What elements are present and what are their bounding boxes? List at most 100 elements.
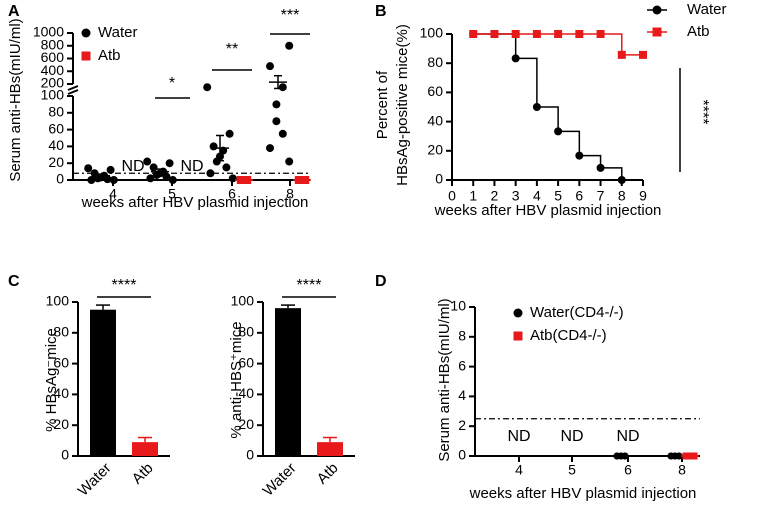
marker-circle xyxy=(554,127,563,136)
y-tick-label: 60 xyxy=(238,354,254,370)
marker-square xyxy=(469,30,478,38)
x-tick-label: 5 xyxy=(554,188,562,204)
y-tick-label: 60 xyxy=(48,120,64,136)
axis-break xyxy=(67,89,79,95)
marker-circle xyxy=(511,54,520,63)
marker-square xyxy=(554,30,563,38)
annotation: * xyxy=(169,75,175,92)
x-tick-label: 5 xyxy=(568,462,576,478)
legend-label: Water xyxy=(98,24,137,41)
marker-circle xyxy=(285,41,294,50)
y-tick-label: 0 xyxy=(56,171,64,187)
x-tick-label: 5 xyxy=(168,186,176,202)
y-tick-label: 60 xyxy=(53,354,69,370)
axis-break xyxy=(67,85,79,91)
annotation: ND xyxy=(121,158,144,175)
marker-circle xyxy=(206,169,215,178)
marker-circle xyxy=(203,83,212,92)
y-axis-label: Serum anti-HBs(mIU/ml) xyxy=(436,298,453,461)
step-line xyxy=(473,33,623,180)
x-tick-label: 8 xyxy=(678,462,686,478)
x-tick-label: 2 xyxy=(491,188,499,204)
marker-circle xyxy=(272,117,281,126)
bar xyxy=(132,442,158,456)
y-tick-label: 0 xyxy=(458,447,466,463)
y-tick-label: 40 xyxy=(238,385,254,401)
marker-square xyxy=(617,50,626,59)
y-tick-label: 0 xyxy=(61,447,69,463)
legend-marker xyxy=(81,28,91,38)
bar xyxy=(90,309,116,456)
marker-circle xyxy=(106,165,115,174)
annotation: **** xyxy=(297,277,322,294)
y-tick-label: 6 xyxy=(458,357,466,373)
annotation: ND xyxy=(616,428,639,445)
marker-circle xyxy=(266,62,274,71)
marker-square xyxy=(511,30,520,38)
annotation: ND xyxy=(507,428,530,445)
marker-circle xyxy=(617,176,626,184)
y-tick-label: 4 xyxy=(458,387,466,403)
x-axis-label: weeks after HBV plasmid injection xyxy=(434,202,662,219)
panel-label: D xyxy=(375,273,387,290)
annotation: ** xyxy=(226,41,238,58)
y-tick-label: 600 xyxy=(41,49,65,65)
y-tick-label: 40 xyxy=(427,112,443,128)
marker-square xyxy=(596,30,605,38)
x-tick-label: Water xyxy=(260,460,300,500)
marker-circle xyxy=(272,100,281,109)
x-tick-label: 6 xyxy=(624,462,632,478)
y-tick-label: 20 xyxy=(48,154,64,170)
y-tick-label: 80 xyxy=(427,54,443,70)
x-tick-label: 6 xyxy=(228,186,236,202)
legend-marker xyxy=(652,5,662,15)
legend-marker xyxy=(652,27,662,37)
marker-circle xyxy=(165,159,174,168)
y-tick-label: 8 xyxy=(458,328,466,344)
annotation: ND xyxy=(560,428,583,445)
legend-label: Water(CD4-/-) xyxy=(530,304,624,321)
marker-circle xyxy=(146,174,155,183)
panel-label: C xyxy=(8,273,20,290)
y-tick-label: 1000 xyxy=(33,24,64,40)
legend-label: Atb xyxy=(98,47,121,64)
y-tick-label: 800 xyxy=(41,36,65,52)
x-tick-label: 7 xyxy=(597,188,605,204)
x-tick-label: 9 xyxy=(639,188,647,204)
y-tick-label: 0 xyxy=(435,171,443,187)
x-tick-label: Atb xyxy=(129,460,157,488)
marker-circle xyxy=(84,164,93,173)
y-axis-label: % HBsAg⁻mice xyxy=(43,328,60,432)
marker-circle xyxy=(143,157,152,166)
marker-square xyxy=(639,50,647,59)
legend-marker xyxy=(513,308,523,318)
marker-circle xyxy=(109,176,118,184)
marker-circle xyxy=(575,151,584,160)
y-tick-label: 200 xyxy=(41,75,65,91)
y-tick-label: 10 xyxy=(450,298,466,314)
annotation: *** xyxy=(281,7,300,24)
legend-label: Atb xyxy=(687,23,710,40)
marker-square xyxy=(490,30,499,38)
marker-square xyxy=(532,30,541,38)
marker-circle xyxy=(87,176,96,184)
panel-label: B xyxy=(375,3,387,20)
marker-circle xyxy=(209,142,218,151)
marker-circle xyxy=(266,144,274,153)
x-tick-label: Atb xyxy=(314,460,342,488)
marker-circle xyxy=(149,163,158,172)
y-tick-label: 80 xyxy=(48,104,64,120)
x-tick-label: 3 xyxy=(512,188,520,204)
y-axis-label: HBsAg-positive mice(%) xyxy=(394,24,411,186)
step-line xyxy=(473,33,643,56)
y-tick-label: 20 xyxy=(427,142,443,158)
x-tick-label: 6 xyxy=(575,188,583,204)
x-tick-label: Water xyxy=(75,460,115,500)
marker-circle xyxy=(278,129,287,138)
marker-circle xyxy=(285,157,294,166)
bar xyxy=(275,308,301,456)
panel-label: A xyxy=(8,3,20,20)
marker-circle xyxy=(222,163,231,172)
y-axis-label: Serum anti-HBs(mIU/ml) xyxy=(7,18,24,181)
